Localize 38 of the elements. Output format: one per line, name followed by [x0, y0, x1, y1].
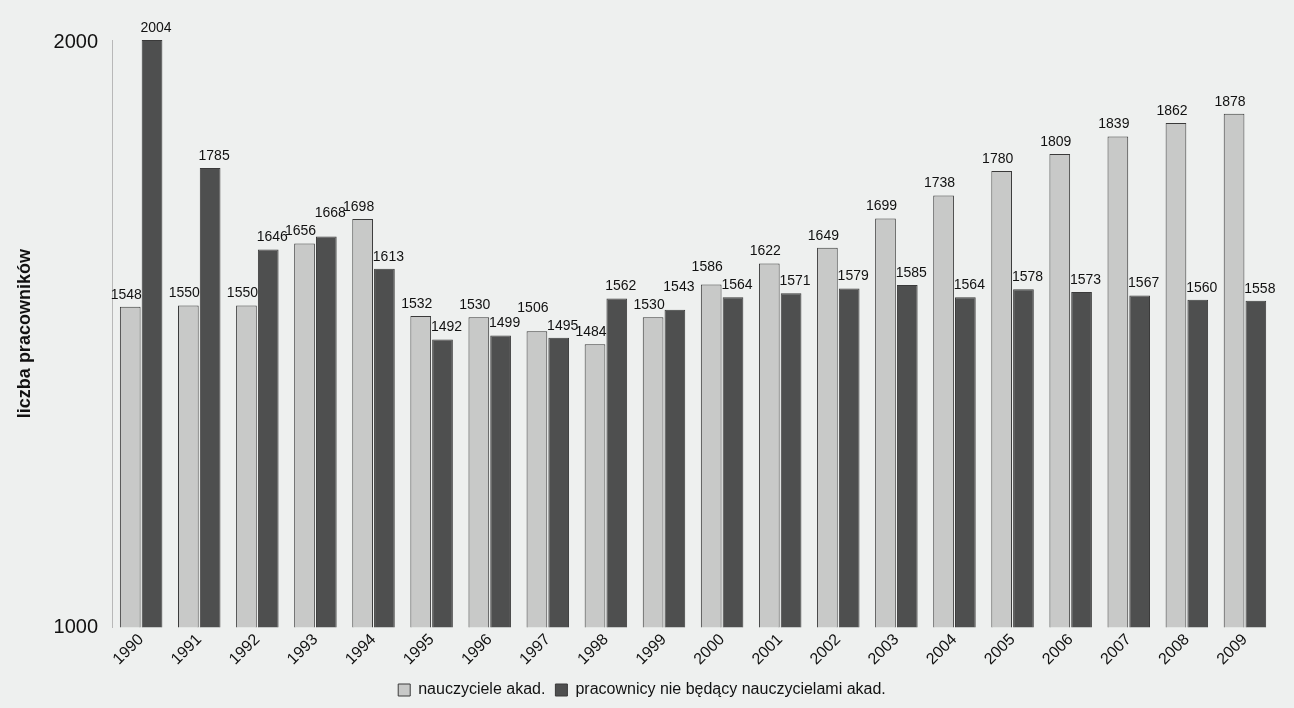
legend-label: pracownicy nie będący nauczycielami akad. [575, 680, 886, 698]
data-label: 1564 [721, 276, 753, 293]
data-label: 1530 [633, 296, 665, 313]
data-label: 1785 [198, 146, 230, 163]
data-label: 1550 [168, 284, 201, 301]
data-label: 1571 [779, 272, 811, 289]
data-label: 1560 [1186, 278, 1218, 295]
data-label: 1573 [1069, 270, 1102, 287]
data-label: 1558 [1244, 279, 1276, 296]
data-label: 1548 [110, 285, 143, 302]
y-tick-label: 1000 [53, 614, 99, 637]
data-label: 1780 [982, 149, 1014, 166]
data-label: 1699 [865, 197, 898, 214]
data-label: 1532 [401, 294, 433, 311]
legend-label: nauczyciele akad. [418, 680, 546, 698]
data-label: 1613 [372, 247, 405, 264]
data-label: 2004 [140, 18, 172, 35]
data-label: 1579 [837, 267, 869, 284]
y-axis-title: liczba pracowników [13, 248, 34, 419]
data-label: 1564 [953, 276, 986, 293]
data-label: 1530 [459, 296, 491, 313]
data-label: 1499 [489, 314, 521, 331]
data-label: 1649 [807, 226, 840, 243]
data-label: 1543 [663, 278, 695, 295]
data-label: 1550 [226, 284, 259, 301]
data-label: 1809 [1040, 132, 1072, 149]
data-label: 1862 [1156, 101, 1188, 118]
data-label: 1878 [1214, 92, 1246, 109]
data-label: 1578 [1011, 268, 1044, 285]
data-label: 1585 [895, 263, 928, 280]
data-label: 1839 [1098, 115, 1130, 132]
data-label: 1562 [605, 277, 637, 294]
data-label: 1738 [924, 174, 956, 191]
data-label: 1586 [691, 258, 723, 275]
data-label: 1506 [517, 298, 549, 315]
data-label: 1622 [749, 242, 782, 259]
data-label: 1567 [1128, 274, 1160, 291]
data-label: 1492 [430, 318, 463, 335]
